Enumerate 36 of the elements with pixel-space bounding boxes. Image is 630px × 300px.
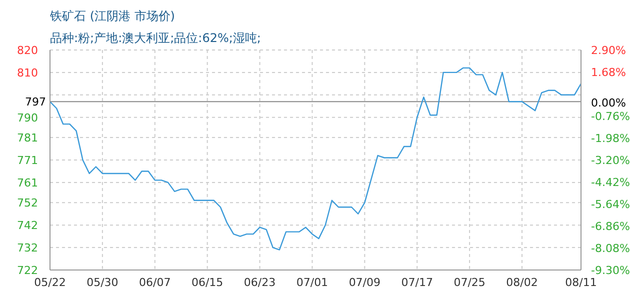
- y2-tick-label: 0.00%: [591, 96, 626, 110]
- y2-tick-label: -1.98%: [591, 132, 630, 145]
- y2-tick-label: -3.20%: [591, 154, 630, 167]
- x-tick-label: 06/07: [139, 276, 171, 289]
- x-tick-label: 07/09: [348, 276, 381, 289]
- chart-title: 铁矿石 (江阴港 市场价): [50, 8, 175, 25]
- y-tick-label: 820: [17, 44, 38, 57]
- y-tick-label: 790: [17, 111, 38, 124]
- x-tick-label: 08/02: [506, 276, 538, 289]
- x-tick-label: 07/17: [401, 276, 433, 289]
- y-tick-label: 781: [17, 132, 38, 145]
- y-tick-label: 810: [17, 66, 38, 80]
- x-tick-label: 06/15: [191, 276, 224, 289]
- y2-tick-label: -0.76%: [591, 110, 630, 123]
- x-tick-label: 07/01: [296, 276, 328, 289]
- y2-tick-label: -9.30%: [591, 264, 630, 277]
- x-tick-label: 05/22: [34, 276, 66, 289]
- line-series: [50, 67, 581, 250]
- y-tick-label: 752: [17, 196, 38, 210]
- x-tick-label: 06/23: [244, 276, 276, 289]
- y2-tick-label: -4.42%: [591, 176, 630, 189]
- y2-tick-label: -8.08%: [591, 242, 630, 255]
- y2-tick-label: -5.64%: [591, 198, 630, 211]
- x-tick-label: 08/11: [565, 276, 597, 289]
- y-tick-label: 771: [17, 154, 38, 167]
- y-tick-label: 761: [17, 176, 38, 190]
- y-tick-label: 722: [17, 264, 38, 277]
- chart-subtitle: 品种:粉;产地:澳大利亚;品位:62%;湿吨;: [50, 30, 261, 47]
- y2-tick-label: 2.90%: [591, 44, 626, 57]
- x-tick-label: 07/25: [454, 276, 486, 289]
- ref-line-label: 797: [25, 96, 46, 109]
- y-tick-label: 742: [17, 219, 38, 232]
- y-tick-label: 732: [17, 242, 38, 255]
- y2-tick-label: 1.68%: [591, 66, 626, 79]
- y2-tick-label: -6.86%: [591, 220, 630, 233]
- x-tick-label: 05/30: [86, 276, 118, 289]
